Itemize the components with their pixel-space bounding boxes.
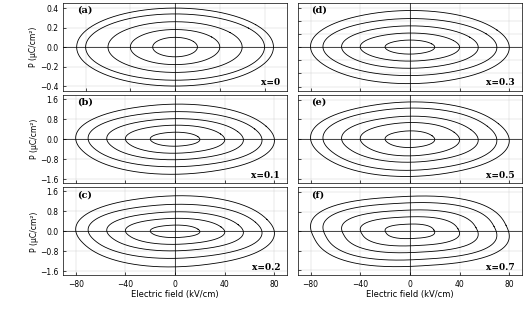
Y-axis label: P (μC/cm²): P (μC/cm²) [30,119,38,159]
Y-axis label: P (μC/cm²): P (μC/cm²) [30,211,38,252]
Text: (a): (a) [76,6,92,15]
Text: x=0.1: x=0.1 [251,171,280,180]
Y-axis label: P (μC/cm²): P (μC/cm²) [30,27,38,67]
Text: (d): (d) [311,6,327,15]
Text: (e): (e) [311,98,327,107]
Text: x=0: x=0 [261,78,280,87]
Text: (f): (f) [311,190,325,199]
Text: x=0.3: x=0.3 [486,78,515,87]
Text: x=0.5: x=0.5 [486,171,515,180]
X-axis label: Electric field (kV/cm): Electric field (kV/cm) [366,291,454,300]
X-axis label: Electric field (kV/cm): Electric field (kV/cm) [131,291,219,300]
Text: x=0.2: x=0.2 [251,263,280,272]
Text: (b): (b) [76,98,93,107]
Text: x=0.7: x=0.7 [486,263,515,272]
Text: (c): (c) [76,190,92,199]
